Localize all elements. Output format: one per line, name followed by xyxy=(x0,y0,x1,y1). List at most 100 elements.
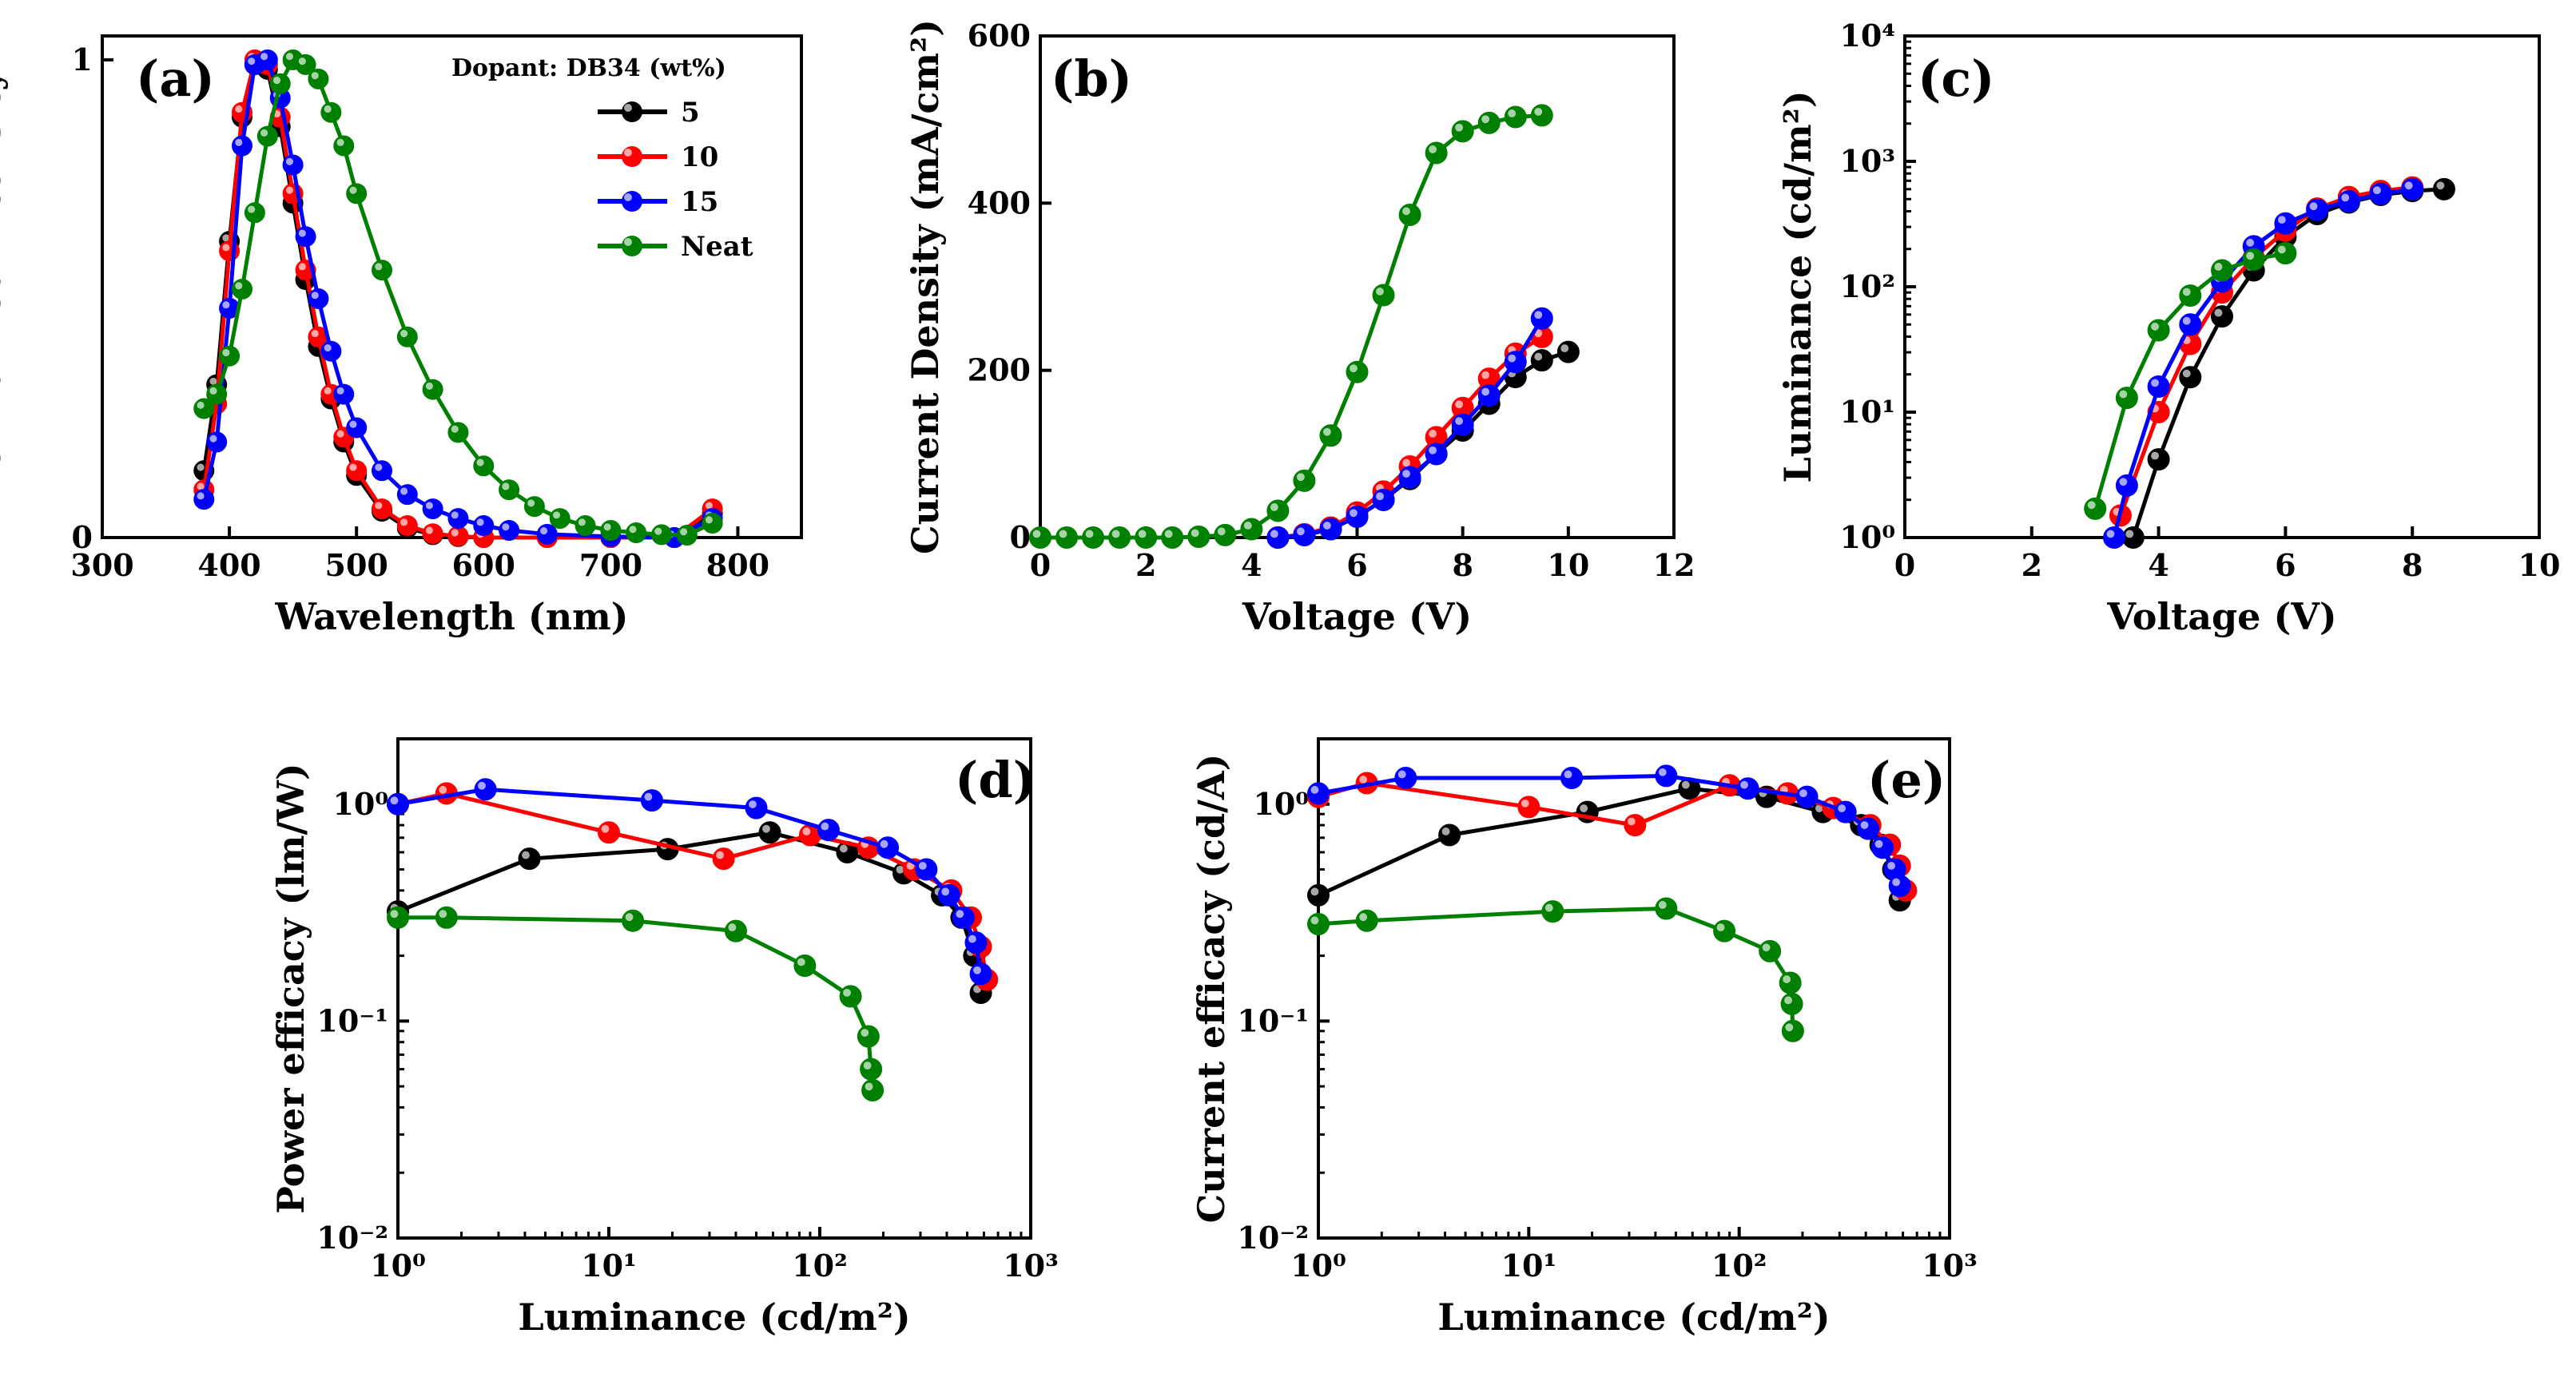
data-point-highlight xyxy=(1310,785,1319,794)
data-point-neat xyxy=(1187,525,1210,548)
panel-label: (e) xyxy=(1867,751,1946,809)
data-point-highlight xyxy=(2246,252,2255,260)
data-point-highlight xyxy=(1815,804,1823,812)
data-point-highlight xyxy=(1138,530,1147,538)
data-point-highlight xyxy=(222,234,230,242)
y-tick-label: 10⁻² xyxy=(316,1220,388,1256)
data-point-neat xyxy=(2179,284,2202,308)
data-point-highlight xyxy=(336,138,344,146)
data-point-10 xyxy=(422,523,443,545)
y-tick-label: 10⁴ xyxy=(1839,18,1895,54)
data-point-15 xyxy=(915,858,938,881)
data-point-highlight xyxy=(1397,770,1406,779)
data-point-5 xyxy=(518,847,541,871)
data-point-highlight xyxy=(1429,446,1437,454)
data-point-10 xyxy=(1517,796,1540,819)
data-point-highlight xyxy=(375,502,383,510)
data-point-highlight xyxy=(502,482,510,490)
panel-b: 0 2 4 6 8 10 12 0 200 400 600 Voltage (V) Current De… xyxy=(904,18,1695,638)
data-point-highlight xyxy=(298,263,306,271)
data-point-neat xyxy=(499,479,520,501)
data-point-neat xyxy=(1319,424,1342,447)
data-point-highlight xyxy=(1402,207,1410,216)
plot-frame xyxy=(1039,34,1676,539)
data-point-highlight xyxy=(311,72,319,80)
data-point-highlight xyxy=(1376,287,1384,296)
data-point-highlight xyxy=(1860,821,1869,829)
x-axis-title: Luminance (cd/m²) xyxy=(1437,1296,1830,1339)
data-point-neat xyxy=(1346,360,1369,383)
data-point-15 xyxy=(1372,488,1395,511)
data-point-neat xyxy=(1780,992,1803,1015)
data-point-highlight xyxy=(2436,181,2445,190)
data-point-highlight xyxy=(2125,530,2134,538)
series-line-neat xyxy=(1040,113,1542,540)
data-point-neat xyxy=(1781,1019,1804,1042)
data-point-neat xyxy=(1451,120,1474,143)
data-point-15 xyxy=(206,431,228,453)
data-point-neat xyxy=(2115,387,2138,410)
data-point-highlight xyxy=(1521,799,1529,808)
data-point-highlight xyxy=(654,527,662,535)
data-point-highlight xyxy=(1740,780,1748,789)
data-point-15 xyxy=(1834,800,1857,823)
data-point-highlight xyxy=(968,935,976,943)
data-point-15 xyxy=(396,484,418,506)
data-point-highlight xyxy=(821,822,829,831)
data-point-highlight xyxy=(1508,354,1517,363)
x-tick-label: 0 xyxy=(1894,547,1915,583)
data-point-highlight xyxy=(235,105,243,113)
data-point-highlight xyxy=(260,129,268,137)
data-point-neat xyxy=(2211,259,2233,282)
data-point-highlight xyxy=(235,138,243,146)
data-point-highlight xyxy=(1455,123,1464,132)
data-point-highlight xyxy=(476,458,484,466)
data-point-highlight xyxy=(1270,530,1278,538)
y-tick-label: 200 xyxy=(968,352,1031,388)
data-point-highlight xyxy=(839,844,848,853)
data-point-highlight xyxy=(1658,901,1667,909)
data-point-5 xyxy=(2179,366,2202,389)
x-tick-label: 10³ xyxy=(1003,1248,1059,1284)
x-tick-label: 10² xyxy=(792,1248,848,1284)
x-tick-label: 700 xyxy=(579,547,642,583)
data-point-neat xyxy=(549,508,570,530)
data-point-neat xyxy=(857,1025,880,1048)
data-point-highlight xyxy=(260,53,268,61)
x-tick-label: 800 xyxy=(706,547,769,583)
data-point-highlight xyxy=(197,482,205,490)
x-tick-label: 400 xyxy=(197,547,260,583)
y-axis-title: Current Density (mA/cm²) xyxy=(904,19,947,554)
data-point-highlight xyxy=(375,463,383,471)
data-point-highlight xyxy=(540,527,548,535)
data-point-15 xyxy=(2115,474,2138,497)
data-point-highlight xyxy=(2119,478,2128,486)
legend-marker-neat xyxy=(622,236,642,256)
data-point-highlight xyxy=(349,463,357,471)
y-tick-label: 1 xyxy=(72,42,93,77)
legend: Dopant: DB34 (wt%) 5 10 15 Neat xyxy=(451,54,753,263)
data-point-neat xyxy=(396,326,418,347)
data-point-neat xyxy=(1029,526,1051,549)
data-point-highlight xyxy=(1455,400,1464,409)
data-point-highlight xyxy=(797,958,805,966)
data-point-highlight xyxy=(375,263,383,271)
data-point-neat xyxy=(244,202,265,224)
data-point-highlight xyxy=(451,511,459,519)
data-point-highlight xyxy=(705,516,713,524)
data-point-neat xyxy=(860,1058,883,1081)
data-point-neat xyxy=(1293,469,1316,492)
data-point-highlight xyxy=(973,966,981,974)
data-point-highlight xyxy=(1534,352,1543,361)
data-point-highlight xyxy=(1508,109,1517,117)
data-point-highlight xyxy=(476,518,484,526)
x-tick-label: 4 xyxy=(1241,547,1262,583)
data-point-highlight xyxy=(390,910,399,919)
data-point-highlight xyxy=(1350,364,1358,373)
data-point-5 xyxy=(2211,305,2233,328)
x-tick-label: 6 xyxy=(2275,547,2296,583)
data-point-neat xyxy=(523,496,545,518)
data-point-15 xyxy=(1451,413,1474,436)
data-point-highlight xyxy=(2087,501,2096,510)
data-point-15 xyxy=(474,778,497,801)
